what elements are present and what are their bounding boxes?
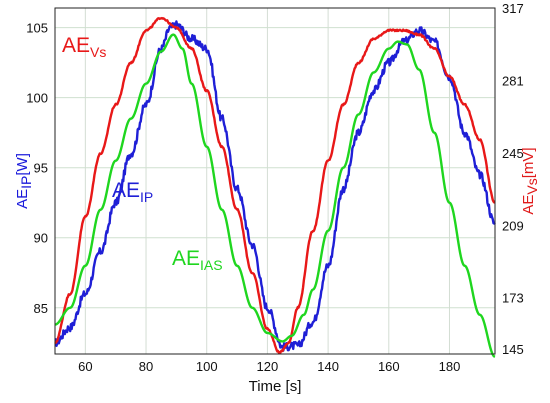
y-left-tick-label-1: 90	[34, 231, 48, 246]
tick-labels: 60 80 100 120 140 160 180 85 90 95 100 105 145 173 209…	[26, 1, 523, 374]
x-tick-label-0: 60	[78, 359, 92, 374]
x-axis-title: Time [s]	[249, 378, 302, 395]
grid	[55, 8, 495, 354]
y-right-tick-label-1: 173	[502, 291, 524, 306]
y-right-tick-label-0: 145	[502, 342, 524, 357]
y-right-tick-label-5: 317	[502, 1, 524, 16]
y-left-axis-title: AEIP[W]	[14, 153, 34, 209]
series-line-ae-vs	[54, 16, 496, 354]
label-ae-ip: AEIP	[112, 179, 153, 205]
y-left-tick-label-0: 85	[34, 301, 48, 316]
x-tick-label-3: 120	[257, 359, 279, 374]
y-right-tick-label-3: 245	[502, 146, 524, 161]
series-layer	[54, 16, 496, 358]
x-tick-label-4: 140	[317, 359, 339, 374]
y-right-tick-label-2: 209	[502, 218, 524, 233]
label-ae-vs: AEVs	[62, 34, 106, 60]
x-tick-label-5: 160	[378, 359, 400, 374]
y-right-axis-title: AEVs[mV]	[520, 147, 540, 214]
y-left-tick-label-3: 100	[26, 91, 48, 106]
y-left-tick-label-2: 95	[34, 161, 48, 176]
x-tick-label-2: 100	[196, 359, 218, 374]
x-tick-label-1: 80	[139, 359, 153, 374]
y-left-tick-label-4: 105	[26, 21, 48, 36]
series-line-ae-ias	[54, 33, 496, 358]
series-line-ae-ip	[54, 20, 496, 352]
x-tick-label-6: 180	[439, 359, 461, 374]
label-ae-ias: AEIAS	[172, 247, 223, 273]
plot-frame	[54, 7, 496, 355]
y-right-tick-label-4: 281	[502, 73, 524, 88]
